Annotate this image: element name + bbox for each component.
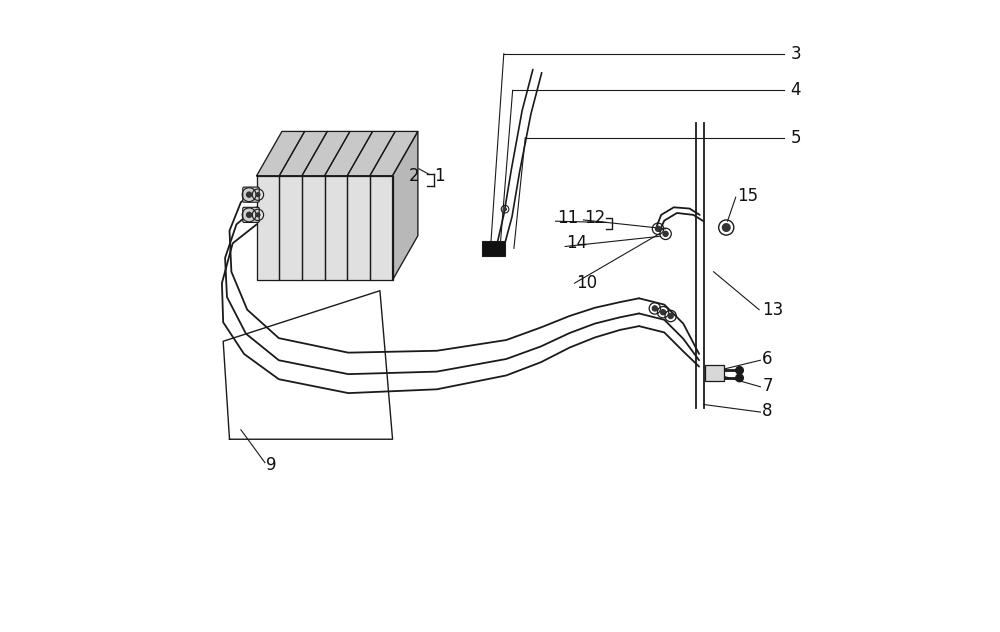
Text: 2: 2 [408, 167, 419, 185]
Bar [482, 241, 505, 256]
Polygon shape [302, 131, 350, 176]
Text: 8: 8 [762, 402, 773, 420]
Text: 5: 5 [791, 129, 801, 147]
Text: 1: 1 [434, 167, 444, 185]
Text: 4: 4 [791, 82, 801, 99]
Circle shape [736, 374, 743, 382]
Polygon shape [279, 176, 302, 280]
Circle shape [736, 367, 743, 374]
Polygon shape [325, 176, 347, 280]
Polygon shape [279, 131, 327, 176]
FancyBboxPatch shape [243, 187, 259, 202]
Circle shape [655, 226, 661, 231]
Circle shape [256, 213, 260, 217]
Polygon shape [257, 131, 305, 176]
Text: 11: 11 [557, 209, 578, 227]
Circle shape [504, 208, 506, 210]
Polygon shape [302, 176, 325, 280]
Circle shape [663, 231, 668, 236]
Text: 15: 15 [737, 187, 758, 205]
Polygon shape [370, 176, 393, 280]
Circle shape [247, 212, 252, 217]
Text: 14: 14 [566, 234, 587, 252]
Text: 7: 7 [762, 377, 773, 394]
Circle shape [256, 193, 260, 197]
Text: 9: 9 [266, 456, 277, 473]
Circle shape [668, 313, 673, 319]
FancyBboxPatch shape [243, 207, 259, 222]
Polygon shape [257, 176, 279, 280]
Circle shape [652, 306, 657, 311]
Bar [705, 365, 724, 381]
Text: 6: 6 [762, 350, 773, 368]
Circle shape [722, 224, 730, 231]
Text: 12: 12 [584, 209, 605, 227]
Text: 3: 3 [791, 45, 801, 63]
Polygon shape [347, 176, 370, 280]
Polygon shape [325, 131, 373, 176]
Polygon shape [393, 131, 418, 280]
Polygon shape [370, 131, 418, 176]
Text: 13: 13 [762, 301, 784, 319]
Circle shape [661, 310, 666, 315]
Circle shape [247, 192, 252, 197]
Text: 10: 10 [576, 274, 597, 292]
Polygon shape [347, 131, 395, 176]
